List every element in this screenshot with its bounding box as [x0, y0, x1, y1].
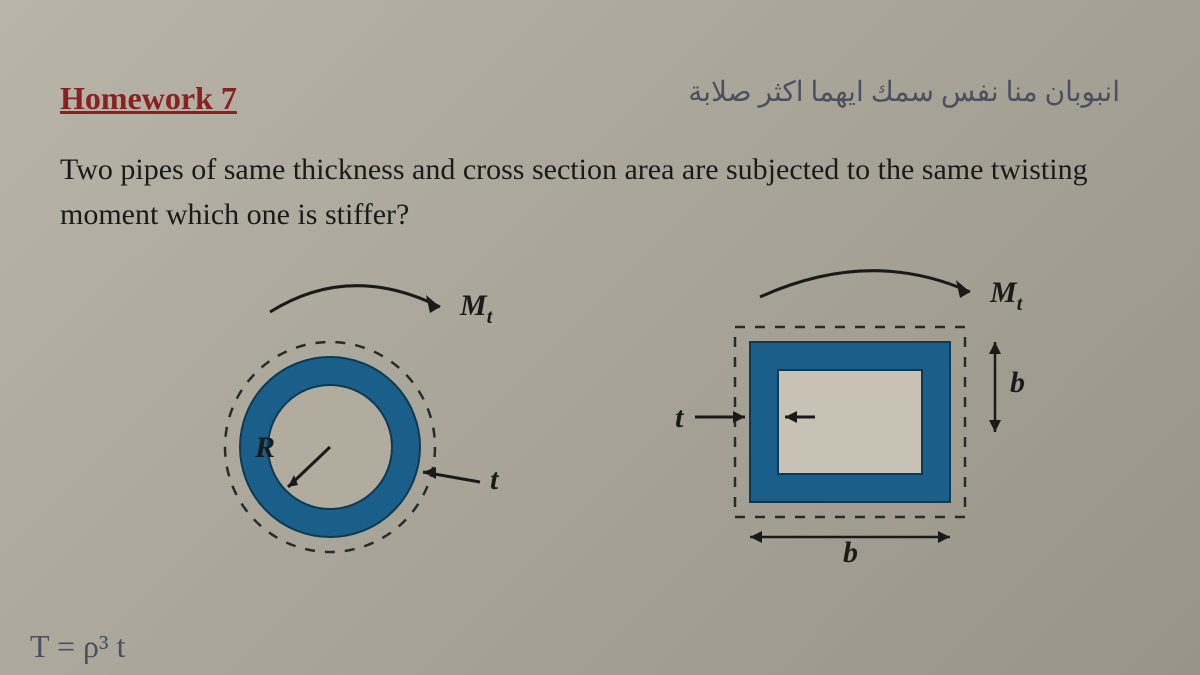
moment-arc-square	[760, 271, 970, 297]
moment-label-square: Mt	[989, 276, 1024, 315]
radius-label: R	[254, 431, 275, 464]
height-label: b	[1010, 366, 1025, 399]
moment-arrowhead-square	[956, 280, 970, 298]
moment-arrowhead	[426, 295, 440, 313]
square-pipe-shape	[750, 342, 950, 502]
moment-label-circle: Mt	[459, 289, 494, 328]
handwritten-arabic-note: انبوبان منا نفس سمك ايهما اكثر صلابة	[688, 75, 1120, 109]
homework-page: انبوبان منا نفس سمك ايهما اكثر صلابة Hom…	[0, 0, 1200, 675]
thickness-label-square: t	[675, 401, 685, 434]
thickness-arrowhead-square-outer	[733, 411, 745, 423]
height-arrowhead-top	[989, 342, 1001, 354]
square-pipe-diagram: Mt t b	[640, 257, 1060, 577]
problem-statement: Two pipes of same thickness and cross se…	[60, 147, 1140, 237]
thickness-arrowhead-circle	[423, 467, 436, 479]
width-arrowhead-right	[938, 531, 950, 543]
bottom-handwritten-formula: T = ρ³ t	[30, 628, 125, 665]
diagram-container: Mt R t	[60, 257, 1140, 577]
moment-arc	[270, 286, 440, 312]
width-arrowhead-left	[750, 531, 762, 543]
height-arrowhead-bottom	[989, 420, 1001, 432]
thickness-label-circle: t	[490, 463, 500, 496]
circular-pipe-diagram: Mt R t	[140, 257, 560, 577]
width-label: b	[843, 536, 858, 569]
